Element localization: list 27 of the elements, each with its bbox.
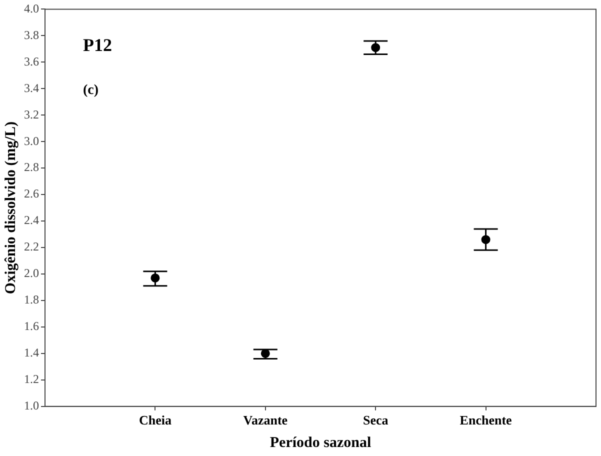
x-tick-label: Cheia bbox=[138, 412, 172, 428]
x-axis-title: Período sazonal bbox=[270, 434, 372, 451]
y-tick-label: 2.8 bbox=[24, 160, 39, 174]
y-tick-label: 1.8 bbox=[24, 292, 39, 307]
y-tick-label: 1.0 bbox=[24, 398, 39, 413]
annotation: P12 bbox=[83, 34, 112, 55]
point bbox=[371, 43, 380, 52]
y-tick-label: 3.8 bbox=[24, 28, 39, 42]
point bbox=[150, 273, 160, 282]
y-tick-label: 2.2 bbox=[24, 240, 39, 254]
y-tick-label: 3.2 bbox=[24, 107, 39, 122]
y-tick-label: 1.4 bbox=[24, 346, 39, 360]
y-tick-label: 2.4 bbox=[24, 213, 39, 228]
y-tick-label: 2.0 bbox=[24, 266, 39, 280]
y-tick-label: 3.4 bbox=[24, 80, 39, 95]
y-tick-label: 4.0 bbox=[24, 1, 39, 16]
y-tick-label: 3.6 bbox=[24, 54, 39, 68]
y-tick-label: 2.6 bbox=[24, 186, 39, 201]
annotation: (c) bbox=[83, 82, 99, 98]
x-tick-label: Seca bbox=[362, 412, 389, 428]
y-tick-label: 3.0 bbox=[24, 134, 39, 148]
x-tick-label: Enchente bbox=[460, 412, 512, 428]
y-tick-label: 1.2 bbox=[24, 372, 39, 386]
y-tick-label: 1.6 bbox=[24, 319, 39, 334]
x-tick-label: Vazante bbox=[243, 412, 288, 428]
point bbox=[481, 235, 490, 244]
y-axis-title: Oxigênio dissolvido (mg/L) bbox=[2, 122, 19, 294]
